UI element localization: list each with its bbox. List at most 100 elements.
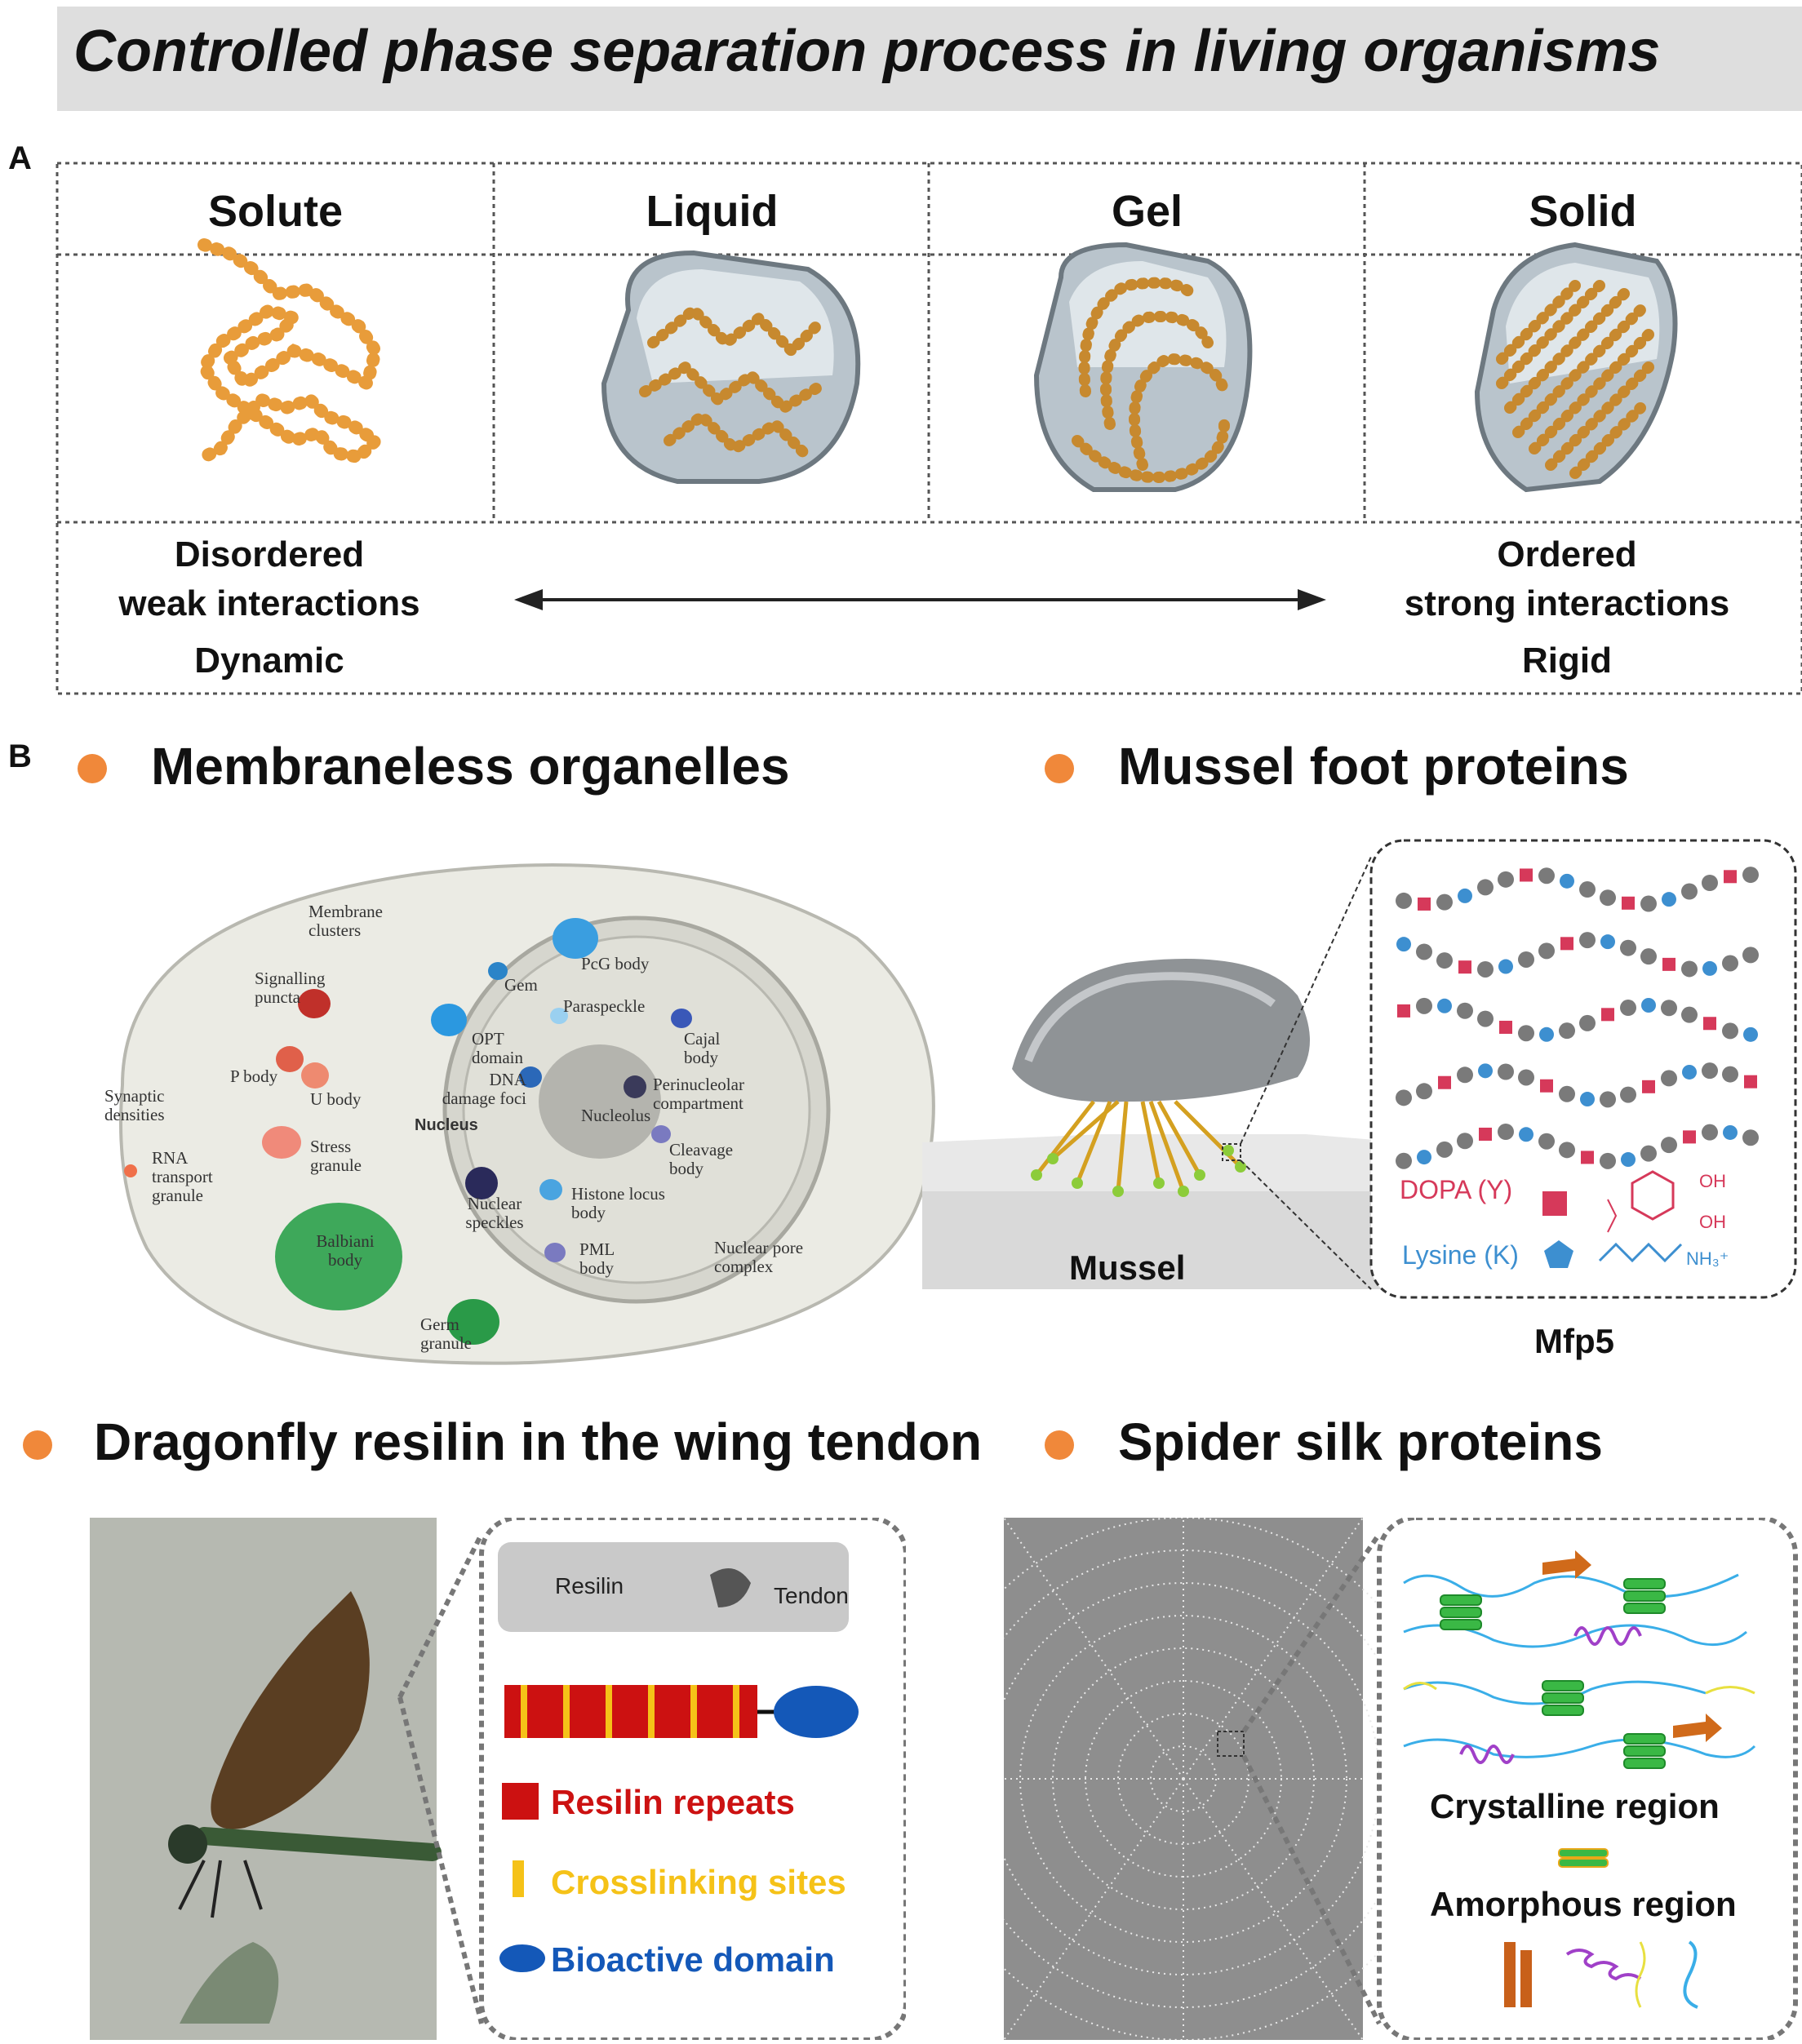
- dopa-bead: [1438, 1075, 1451, 1089]
- label-dna-damage-foci: DNA damage foci: [442, 1070, 526, 1109]
- dopa-bead: [1479, 1128, 1492, 1142]
- figure-title: Controlled phase separation process in l…: [73, 19, 1661, 84]
- lysine-bead: [1682, 1064, 1697, 1080]
- lysine-bead: [1662, 892, 1676, 907]
- label-nuclear-speckles: Nuclear speckles: [465, 1194, 524, 1233]
- label-opt-domain: OPT domain: [472, 1029, 523, 1068]
- label-cajal-body: Cajal body: [684, 1029, 721, 1068]
- residue-bead: [1498, 1063, 1514, 1080]
- residue-bead: [1477, 879, 1494, 896]
- residue-bead: [1538, 942, 1555, 960]
- label-histone-locus-body: Histone locus body: [571, 1184, 665, 1223]
- label-nucleus: Nucleus: [415, 1116, 478, 1134]
- residue-bead: [1559, 1085, 1575, 1102]
- column-solid: Solid: [1529, 187, 1637, 236]
- lysine-bead: [1498, 959, 1513, 974]
- title-bar: [57, 7, 1802, 111]
- dopa-bead: [1724, 870, 1737, 884]
- residue-bead: [1457, 1133, 1473, 1150]
- residue-bead: [1742, 947, 1759, 964]
- heading-spider: Spider silk proteins: [1118, 1412, 1603, 1471]
- residue-bead: [1640, 895, 1657, 912]
- amorphous-region-label: Amorphous region: [1430, 1885, 1737, 1923]
- dopa-bead: [1418, 897, 1431, 911]
- residue-bead: [1620, 1000, 1636, 1017]
- lysine-bead: [1580, 1092, 1595, 1107]
- lysine-bead: [1621, 1152, 1636, 1168]
- residue-bead: [1742, 867, 1759, 884]
- residue-bead: [1702, 875, 1718, 892]
- label-perinucleolar: Perinucleolar compartment: [653, 1075, 744, 1114]
- column-solute: Solute: [207, 187, 343, 236]
- residue-bead: [1640, 948, 1657, 965]
- lysine-label: Lysine (K): [1402, 1240, 1519, 1270]
- label-pml-body: PML body: [579, 1239, 615, 1279]
- bullet-icon: [1045, 1430, 1074, 1460]
- residue-bead: [1640, 1145, 1657, 1162]
- residue-bead: [1436, 1141, 1453, 1158]
- label-cleavage-body: Cleavage body: [669, 1140, 734, 1179]
- mussel-caption: Mussel: [1069, 1248, 1186, 1287]
- nh3-label: NH₃⁺: [1686, 1248, 1729, 1269]
- label-stress-granule: Stress granule: [310, 1137, 362, 1176]
- label-pcg-body: PcG body: [581, 954, 650, 973]
- label-membrane-clusters: Membrane clusters: [308, 902, 383, 941]
- left-prop-2: weak interactions: [118, 583, 420, 623]
- lysine-bead: [1743, 1026, 1758, 1042]
- residue-bead: [1579, 932, 1596, 949]
- dopa-bead: [1642, 1080, 1655, 1093]
- dopa-bead: [1662, 957, 1676, 971]
- legend-resilin-repeats: Resilin repeats: [551, 1783, 795, 1821]
- spider-figure: [1004, 1518, 1798, 2040]
- dopa-bead: [1744, 1075, 1757, 1089]
- residue-bead: [1681, 1006, 1698, 1023]
- label-rna-transport-granule: RNA transport granule: [152, 1148, 213, 1206]
- crystalline-region-label: Crystalline region: [1430, 1787, 1720, 1825]
- residue-bead: [1661, 1070, 1677, 1087]
- label-paraspeckle: Paraspeckle: [563, 996, 646, 1016]
- residue-bead: [1620, 1086, 1636, 1103]
- solid-droplet: [1474, 242, 1678, 493]
- residue-bead: [1681, 883, 1698, 900]
- residue-bead: [1722, 1066, 1738, 1083]
- dopa-label: DOPA (Y): [1400, 1175, 1513, 1204]
- lysine-bead: [1641, 998, 1656, 1013]
- residue-bead: [1436, 893, 1453, 911]
- left-prop-1: Disordered: [174, 534, 365, 574]
- lysine-bead: [1478, 1063, 1493, 1079]
- residue-bead: [1518, 951, 1534, 968]
- legend-crosslinking-sites: Crosslinking sites: [551, 1863, 846, 1901]
- residue-bead: [1436, 952, 1453, 969]
- heading-organelles: Membraneless organelles: [151, 737, 790, 796]
- residue-bead: [1538, 1133, 1555, 1150]
- bullet-icon: [23, 1430, 52, 1460]
- residue-bead: [1477, 960, 1494, 978]
- residue-bead: [1600, 1152, 1616, 1169]
- label-nuclear-pore-complex: Nuclear pore complex: [714, 1238, 804, 1277]
- dragonfly-figure: [90, 1518, 906, 2040]
- residue-bead: [1396, 1089, 1412, 1106]
- dopa-bead: [1540, 1079, 1553, 1093]
- gel-droplet: [1033, 242, 1253, 492]
- residue-bead: [1702, 1062, 1718, 1080]
- dopa-bead: [1520, 868, 1533, 882]
- residue-bead: [1559, 1022, 1575, 1040]
- mfp5-caption: Mfp5: [1534, 1322, 1614, 1360]
- residue-bead: [1416, 943, 1432, 960]
- residue-bead: [1457, 1002, 1473, 1019]
- residue-bead: [1661, 1137, 1677, 1154]
- residue-bead: [1477, 1010, 1494, 1027]
- dopa-bead: [1560, 937, 1573, 951]
- order-arrow: [514, 589, 1326, 610]
- residue-bead: [1722, 955, 1738, 972]
- column-liquid: Liquid: [646, 187, 779, 236]
- dopa-bead: [1601, 1008, 1614, 1022]
- label-signalling-puncta: Signalling puncta: [255, 969, 326, 1008]
- lysine-bead: [1560, 873, 1574, 889]
- lysine-bead: [1702, 960, 1717, 976]
- label-synaptic-densities: Synaptic densities: [104, 1086, 165, 1125]
- label-gem: Gem: [504, 975, 538, 995]
- label-balbiani-body: Balbiani body: [316, 1231, 375, 1270]
- mussel-figure: [922, 839, 1797, 1299]
- lysine-bead: [1723, 1124, 1738, 1140]
